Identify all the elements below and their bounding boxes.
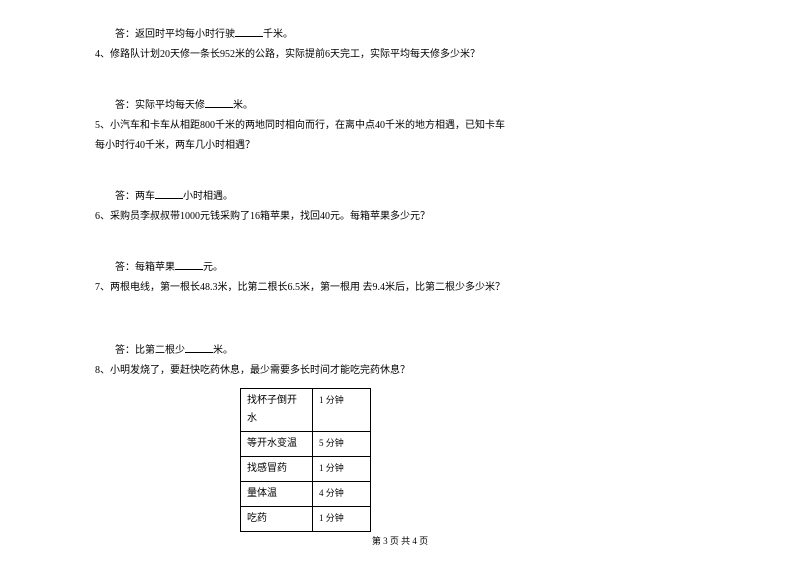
- q4-workspace: [95, 66, 710, 96]
- q6-answer-text: 答：每箱苹果: [115, 262, 175, 273]
- q6-answer: 答：每箱苹果 元。: [95, 258, 710, 277]
- q8-table-container: 找杯子倒开水 1 分钟 等开水变温 5 分钟 找感冒药 1 分钟 量体温 4 分…: [240, 388, 710, 532]
- time-cell: 5 分钟: [313, 432, 371, 457]
- time-cell: 1 分钟: [313, 389, 371, 432]
- q7-workspace: [95, 299, 710, 341]
- q4-answer-text: 答：实际平均每天修: [115, 100, 205, 111]
- table-row: 量体温 4 分钟: [241, 482, 371, 507]
- q6-blank: [175, 258, 203, 270]
- q4-blank: [205, 96, 233, 108]
- task-cell: 找感冒药: [241, 457, 313, 482]
- q8-table: 找杯子倒开水 1 分钟 等开水变温 5 分钟 找感冒药 1 分钟 量体温 4 分…: [240, 388, 371, 532]
- time-cell: 1 分钟: [313, 457, 371, 482]
- task-cell: 量体温: [241, 482, 313, 507]
- q7-text: 7、两根电线，第一根长48.3米，比第二根长6.5米，第一根用 去9.4米后，比…: [95, 279, 710, 297]
- q4-unit: 米。: [233, 100, 253, 111]
- q5-unit: 小时相遇。: [183, 191, 233, 202]
- q4-text: 4、修路队计划20天修一条长952米的公路，实际提前6天完工，实际平均每天修多少…: [95, 46, 710, 64]
- q3-blank: [235, 25, 263, 37]
- q5-workspace: [95, 157, 710, 187]
- task-cell: 找杯子倒开水: [241, 389, 313, 432]
- q3-unit: 千米。: [263, 29, 293, 40]
- q7-blank: [185, 341, 213, 353]
- q8-text: 8、小明发烧了，要赶快吃药休息，最少需要多长时间才能吃完药休息？: [95, 362, 710, 380]
- q7-answer: 答：比第二根少 米。: [95, 341, 710, 360]
- task-cell: 等开水变温: [241, 432, 313, 457]
- q3-answer-text: 答：返回时平均每小时行驶: [115, 29, 235, 40]
- time-cell: 1 分钟: [313, 507, 371, 532]
- q5-answer: 答：两车 小时相遇。: [95, 187, 710, 206]
- q5-text2: 每小时行40千米，两车几小时相遇？: [95, 137, 710, 155]
- q7-unit: 米。: [213, 345, 233, 356]
- time-cell: 4 分钟: [313, 482, 371, 507]
- q5-answer-text: 答：两车: [115, 191, 155, 202]
- page-content: 答：返回时平均每小时行驶 千米。 4、修路队计划20天修一条长952米的公路，实际…: [95, 25, 710, 532]
- q7-answer-text: 答：比第二根少: [115, 345, 185, 356]
- q5-blank: [155, 187, 183, 199]
- table-row: 找杯子倒开水 1 分钟: [241, 389, 371, 432]
- q3-answer: 答：返回时平均每小时行驶 千米。: [95, 25, 710, 44]
- table-row: 找感冒药 1 分钟: [241, 457, 371, 482]
- q6-text: 6、采购员李叔叔带1000元钱采购了16箱苹果，找回40元。每箱苹果多少元？: [95, 208, 710, 226]
- q4-answer: 答：实际平均每天修 米。: [95, 96, 710, 115]
- table-row: 等开水变温 5 分钟: [241, 432, 371, 457]
- q6-unit: 元。: [203, 262, 223, 273]
- q5-text: 5、小汽车和卡车从相距800千米的两地同时相向而行，在离中点40千米的地方相遇，…: [95, 117, 710, 135]
- task-cell: 吃药: [241, 507, 313, 532]
- q6-workspace: [95, 228, 710, 258]
- table-row: 吃药 1 分钟: [241, 507, 371, 532]
- page-footer: 第 3 页 共 4 页: [0, 534, 800, 547]
